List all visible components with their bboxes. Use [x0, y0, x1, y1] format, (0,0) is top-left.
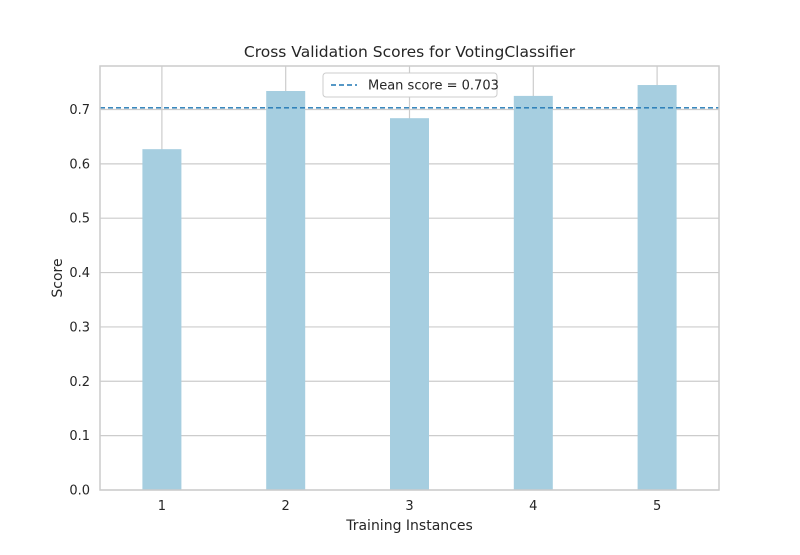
bar-2 — [266, 91, 306, 490]
x-tick-label: 5 — [653, 499, 661, 514]
chart-title: Cross Validation Scores for VotingClassi… — [244, 43, 576, 61]
bar-1 — [142, 149, 182, 490]
bars — [142, 85, 677, 491]
x-axis-title: Training Instances — [345, 518, 473, 534]
y-tick-label: 0.6 — [69, 157, 90, 172]
x-tick-label: 1 — [158, 499, 166, 514]
x-tick-labels: 1 2 3 4 5 — [158, 499, 661, 514]
y-tick-label: 0.3 — [69, 320, 90, 335]
bar-5 — [637, 85, 677, 491]
legend-label: Mean score = 0.703 — [368, 79, 499, 94]
y-tick-label: 0.2 — [69, 375, 90, 390]
x-tick-label: 4 — [529, 499, 537, 514]
y-tick-label: 0.0 — [69, 484, 90, 499]
x-tick-label: 3 — [405, 499, 413, 514]
y-tick-label: 0.7 — [69, 103, 90, 118]
legend-box — [322, 72, 498, 98]
y-tick-label: 0.5 — [69, 212, 90, 227]
y-tick-label: 0.4 — [69, 266, 90, 281]
y-tick-labels: 0.0 0.1 0.2 0.3 0.4 0.5 0.6 0.7 — [69, 103, 90, 499]
bar-3 — [390, 118, 429, 490]
y-tick-label: 0.1 — [69, 429, 90, 444]
legend: Mean score = 0.703 — [322, 72, 499, 98]
y-axis-title: Score — [50, 258, 66, 297]
x-tick-label: 2 — [282, 499, 290, 514]
bar-4 — [513, 95, 553, 491]
axes-frame — [99, 65, 720, 491]
